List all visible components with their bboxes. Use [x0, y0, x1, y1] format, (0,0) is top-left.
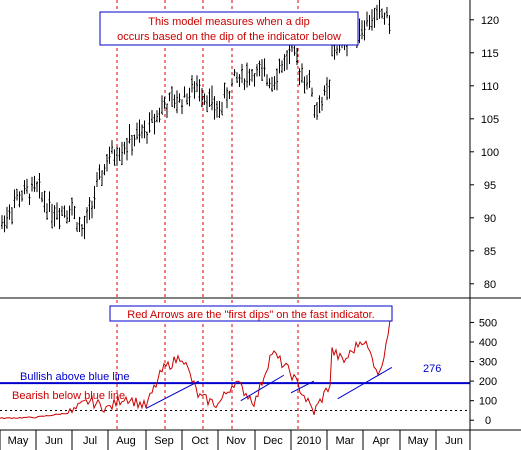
x-tick-label: Sep: [154, 435, 174, 447]
price-tick-label: 115: [481, 48, 499, 60]
price-tick-label: 120: [481, 15, 499, 27]
indicator-panel: [0, 320, 470, 420]
indicator-end-value-label: 276: [423, 363, 441, 375]
trend-line: [290, 380, 315, 394]
price-tick-label: 95: [484, 180, 496, 192]
model-note-line-2: occurs based on the dip of the indicator…: [117, 31, 341, 43]
price-tick-label: 90: [484, 213, 496, 225]
x-tick-label: Apr: [372, 435, 389, 447]
indicator-tick-label: 100: [479, 396, 497, 408]
trend-line: [337, 367, 393, 400]
bearish-label: Bearish below blue line: [12, 390, 125, 402]
indicator-line: [0, 320, 391, 420]
price-tick-label: 85: [484, 246, 496, 258]
red-arrows-note: Red Arrows are the "first dips" on the f…: [127, 309, 374, 321]
model-note-box: [99, 11, 359, 46]
x-tick-label: May: [408, 435, 429, 447]
x-tick-label: Jun: [445, 435, 463, 447]
indicator-tick-label: 200: [479, 376, 497, 388]
x-tick-label: Mar: [336, 435, 355, 447]
red-arrows-note-box: [109, 305, 393, 322]
x-tick-label: Aug: [116, 435, 136, 447]
price-tick-label: 80: [484, 279, 496, 291]
x-tick-label: Jun: [45, 435, 63, 447]
price-tick-label: 105: [481, 114, 499, 126]
indicator-tick-label: 300: [479, 357, 497, 369]
model-note-line-1: This model measures when a dip: [148, 16, 309, 28]
x-tick-label: Jul: [83, 435, 97, 447]
indicator-tick-label: 400: [479, 337, 497, 349]
x-tick-label: Dec: [263, 435, 283, 447]
price-panel: [1, 0, 391, 240]
x-tick-label: May: [8, 435, 29, 447]
x-tick-label: 2010: [297, 435, 321, 447]
trend-line: [240, 374, 285, 402]
x-tick-label: Oct: [191, 435, 208, 447]
grid-layer: [116, 0, 299, 430]
trend-line: [145, 380, 200, 409]
indicator-tick-label: 500: [479, 317, 497, 329]
price-tick-label: 100: [481, 147, 499, 159]
indicator-tick-label: 0: [485, 415, 491, 427]
x-tick-label: Nov: [226, 435, 246, 447]
price-tick-label: 110: [481, 81, 499, 93]
bullish-label: Bullish above blue line: [20, 371, 129, 383]
